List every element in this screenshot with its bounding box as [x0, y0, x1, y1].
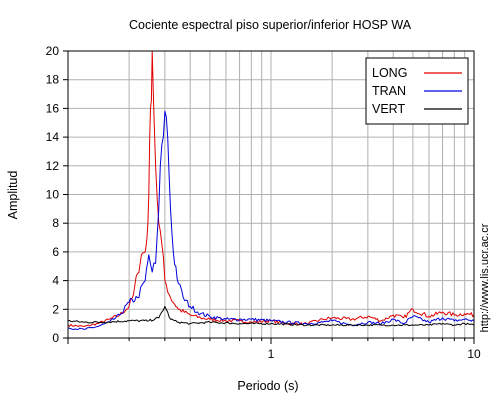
y-tick-label: 10	[46, 188, 60, 202]
chart-title: Cociente espectral piso superior/inferio…	[129, 18, 412, 32]
series-line-long	[67, 50, 475, 327]
y-tick-label: 4	[52, 274, 59, 288]
legend: LONG TRAN VERT	[365, 57, 469, 125]
legend-label-vert: VERT	[372, 102, 405, 116]
watermark-url: http://www.lis.ucr.ac.cr	[479, 223, 491, 332]
legend-label-tran: TRAN	[372, 84, 406, 98]
series-line-vert	[67, 305, 475, 327]
chart-series	[67, 50, 475, 331]
y-tick-label: 14	[46, 130, 60, 144]
y-tick-label: 18	[46, 73, 60, 87]
series-line-tran	[67, 110, 475, 331]
x-tick-label: 10	[467, 347, 481, 361]
x-tick-label: 1	[268, 347, 275, 361]
y-tick-label: 6	[52, 245, 59, 259]
legend-label-long: LONG	[372, 66, 407, 80]
x-axis-label: Periodo (s)	[237, 379, 298, 393]
y-tick-label: 16	[46, 101, 60, 115]
y-tick-label: 12	[46, 159, 60, 173]
axis-ticks: 0 2 4 6 8 10 12 14 16 18 20 1 10	[46, 44, 481, 361]
y-axis-label: Amplitud	[6, 171, 20, 220]
y-tick-label: 2	[52, 302, 59, 316]
y-tick-label: 8	[52, 216, 59, 230]
y-tick-label: 20	[46, 44, 60, 58]
y-tick-label: 0	[52, 331, 59, 345]
